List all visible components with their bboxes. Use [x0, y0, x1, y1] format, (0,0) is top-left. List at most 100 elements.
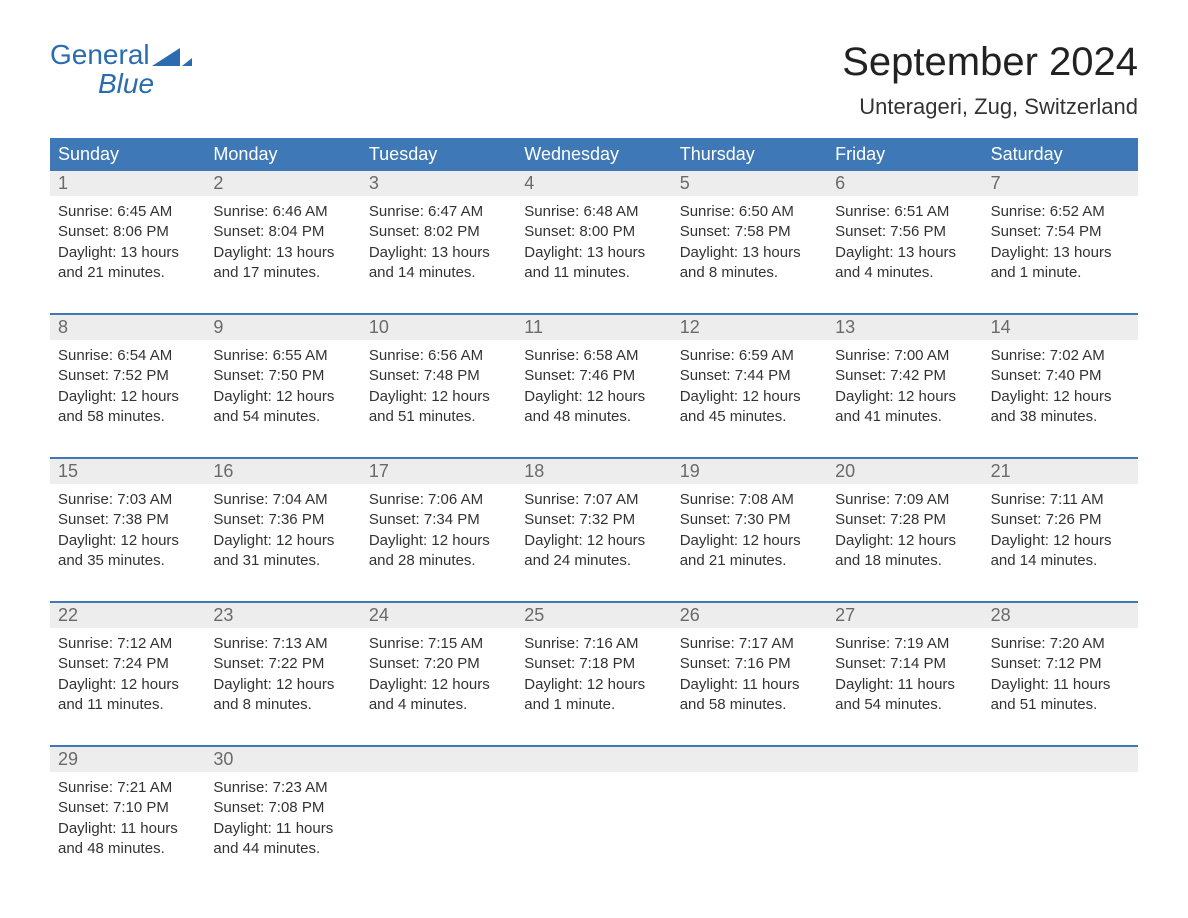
day-number: 24: [361, 603, 516, 628]
day-cell: Sunrise: 7:16 AMSunset: 7:18 PMDaylight:…: [516, 628, 671, 733]
week-block: 891011121314Sunrise: 6:54 AMSunset: 7:52…: [50, 313, 1138, 445]
daylight-text-2: and 31 minutes.: [213, 551, 352, 571]
sunrise-text: Sunrise: 6:48 AM: [524, 202, 663, 222]
sunrise-text: Sunrise: 7:15 AM: [369, 634, 508, 654]
sunrise-text: Sunrise: 7:06 AM: [369, 490, 508, 510]
sunrise-text: Sunrise: 6:58 AM: [524, 346, 663, 366]
sunset-text: Sunset: 7:08 PM: [213, 798, 352, 818]
calendar-page: General Blue September 2024 Unterageri, …: [0, 0, 1188, 917]
day-cell: Sunrise: 6:56 AMSunset: 7:48 PMDaylight:…: [361, 340, 516, 445]
day-cell: [361, 772, 516, 877]
daylight-text-1: Daylight: 11 hours: [58, 819, 197, 839]
sunset-text: Sunset: 7:56 PM: [835, 222, 974, 242]
daylight-text-1: Daylight: 12 hours: [835, 387, 974, 407]
day-number-row: 2930: [50, 747, 1138, 772]
day-number: [827, 747, 982, 772]
week-block: 15161718192021Sunrise: 7:03 AMSunset: 7:…: [50, 457, 1138, 589]
brand-logo: General Blue: [50, 40, 192, 99]
day-number: 23: [205, 603, 360, 628]
day-number: 13: [827, 315, 982, 340]
daylight-text-2: and 21 minutes.: [680, 551, 819, 571]
daylight-text-2: and 48 minutes.: [58, 839, 197, 859]
sunset-text: Sunset: 7:40 PM: [991, 366, 1130, 386]
sunset-text: Sunset: 7:26 PM: [991, 510, 1130, 530]
day-number: 4: [516, 171, 671, 196]
daylight-text-1: Daylight: 12 hours: [991, 531, 1130, 551]
day-content-row: Sunrise: 6:45 AMSunset: 8:06 PMDaylight:…: [50, 196, 1138, 301]
weekday-header: Wednesday: [516, 138, 671, 171]
day-cell: Sunrise: 7:21 AMSunset: 7:10 PMDaylight:…: [50, 772, 205, 877]
day-number: 10: [361, 315, 516, 340]
day-number: 3: [361, 171, 516, 196]
sunrise-text: Sunrise: 6:52 AM: [991, 202, 1130, 222]
calendar-grid: Sunday Monday Tuesday Wednesday Thursday…: [50, 138, 1138, 877]
daylight-text-1: Daylight: 12 hours: [524, 531, 663, 551]
day-cell: Sunrise: 6:52 AMSunset: 7:54 PMDaylight:…: [983, 196, 1138, 301]
weekday-header: Friday: [827, 138, 982, 171]
daylight-text-1: Daylight: 13 hours: [991, 243, 1130, 263]
daylight-text-1: Daylight: 12 hours: [213, 675, 352, 695]
day-number: 21: [983, 459, 1138, 484]
daylight-text-1: Daylight: 12 hours: [58, 387, 197, 407]
day-cell: Sunrise: 7:19 AMSunset: 7:14 PMDaylight:…: [827, 628, 982, 733]
sunrise-text: Sunrise: 7:17 AM: [680, 634, 819, 654]
sunrise-text: Sunrise: 7:00 AM: [835, 346, 974, 366]
day-number: 8: [50, 315, 205, 340]
day-cell: Sunrise: 6:50 AMSunset: 7:58 PMDaylight:…: [672, 196, 827, 301]
daylight-text-1: Daylight: 12 hours: [524, 387, 663, 407]
page-header: General Blue September 2024 Unterageri, …: [50, 40, 1138, 120]
day-cell: Sunrise: 7:23 AMSunset: 7:08 PMDaylight:…: [205, 772, 360, 877]
daylight-text-1: Daylight: 11 hours: [991, 675, 1130, 695]
daylight-text-1: Daylight: 12 hours: [369, 531, 508, 551]
day-cell: Sunrise: 7:08 AMSunset: 7:30 PMDaylight:…: [672, 484, 827, 589]
daylight-text-2: and 8 minutes.: [213, 695, 352, 715]
day-cell: Sunrise: 6:55 AMSunset: 7:50 PMDaylight:…: [205, 340, 360, 445]
day-number: 5: [672, 171, 827, 196]
sunset-text: Sunset: 8:04 PM: [213, 222, 352, 242]
sunset-text: Sunset: 7:24 PM: [58, 654, 197, 674]
daylight-text-2: and 1 minute.: [524, 695, 663, 715]
sunset-text: Sunset: 7:10 PM: [58, 798, 197, 818]
sunrise-text: Sunrise: 7:11 AM: [991, 490, 1130, 510]
weekday-header: Monday: [205, 138, 360, 171]
brand-part2: Blue: [50, 69, 192, 98]
daylight-text-1: Daylight: 11 hours: [213, 819, 352, 839]
daylight-text-2: and 38 minutes.: [991, 407, 1130, 427]
sunset-text: Sunset: 8:06 PM: [58, 222, 197, 242]
daylight-text-2: and 51 minutes.: [991, 695, 1130, 715]
day-number: [361, 747, 516, 772]
daylight-text-1: Daylight: 12 hours: [58, 531, 197, 551]
sunrise-text: Sunrise: 6:47 AM: [369, 202, 508, 222]
daylight-text-1: Daylight: 13 hours: [835, 243, 974, 263]
day-cell: Sunrise: 6:58 AMSunset: 7:46 PMDaylight:…: [516, 340, 671, 445]
day-number-row: 22232425262728: [50, 603, 1138, 628]
day-cell: Sunrise: 7:00 AMSunset: 7:42 PMDaylight:…: [827, 340, 982, 445]
day-number: 20: [827, 459, 982, 484]
daylight-text-2: and 4 minutes.: [835, 263, 974, 283]
day-cell: Sunrise: 7:04 AMSunset: 7:36 PMDaylight:…: [205, 484, 360, 589]
day-number: [983, 747, 1138, 772]
day-cell: Sunrise: 7:11 AMSunset: 7:26 PMDaylight:…: [983, 484, 1138, 589]
day-cell: Sunrise: 6:45 AMSunset: 8:06 PMDaylight:…: [50, 196, 205, 301]
day-cell: Sunrise: 7:09 AMSunset: 7:28 PMDaylight:…: [827, 484, 982, 589]
daylight-text-1: Daylight: 12 hours: [524, 675, 663, 695]
sunrise-text: Sunrise: 7:03 AM: [58, 490, 197, 510]
sunset-text: Sunset: 7:18 PM: [524, 654, 663, 674]
sunset-text: Sunset: 7:30 PM: [680, 510, 819, 530]
brand-part1: General: [50, 40, 150, 69]
sunset-text: Sunset: 7:32 PM: [524, 510, 663, 530]
daylight-text-2: and 58 minutes.: [680, 695, 819, 715]
sunset-text: Sunset: 8:00 PM: [524, 222, 663, 242]
daylight-text-1: Daylight: 12 hours: [369, 675, 508, 695]
daylight-text-1: Daylight: 13 hours: [680, 243, 819, 263]
daylight-text-2: and 58 minutes.: [58, 407, 197, 427]
day-cell: Sunrise: 7:02 AMSunset: 7:40 PMDaylight:…: [983, 340, 1138, 445]
sunrise-text: Sunrise: 7:02 AM: [991, 346, 1130, 366]
sunset-text: Sunset: 7:14 PM: [835, 654, 974, 674]
daylight-text-2: and 54 minutes.: [213, 407, 352, 427]
daylight-text-1: Daylight: 12 hours: [680, 531, 819, 551]
sunset-text: Sunset: 7:58 PM: [680, 222, 819, 242]
sunset-text: Sunset: 7:54 PM: [991, 222, 1130, 242]
day-cell: Sunrise: 6:54 AMSunset: 7:52 PMDaylight:…: [50, 340, 205, 445]
daylight-text-2: and 54 minutes.: [835, 695, 974, 715]
